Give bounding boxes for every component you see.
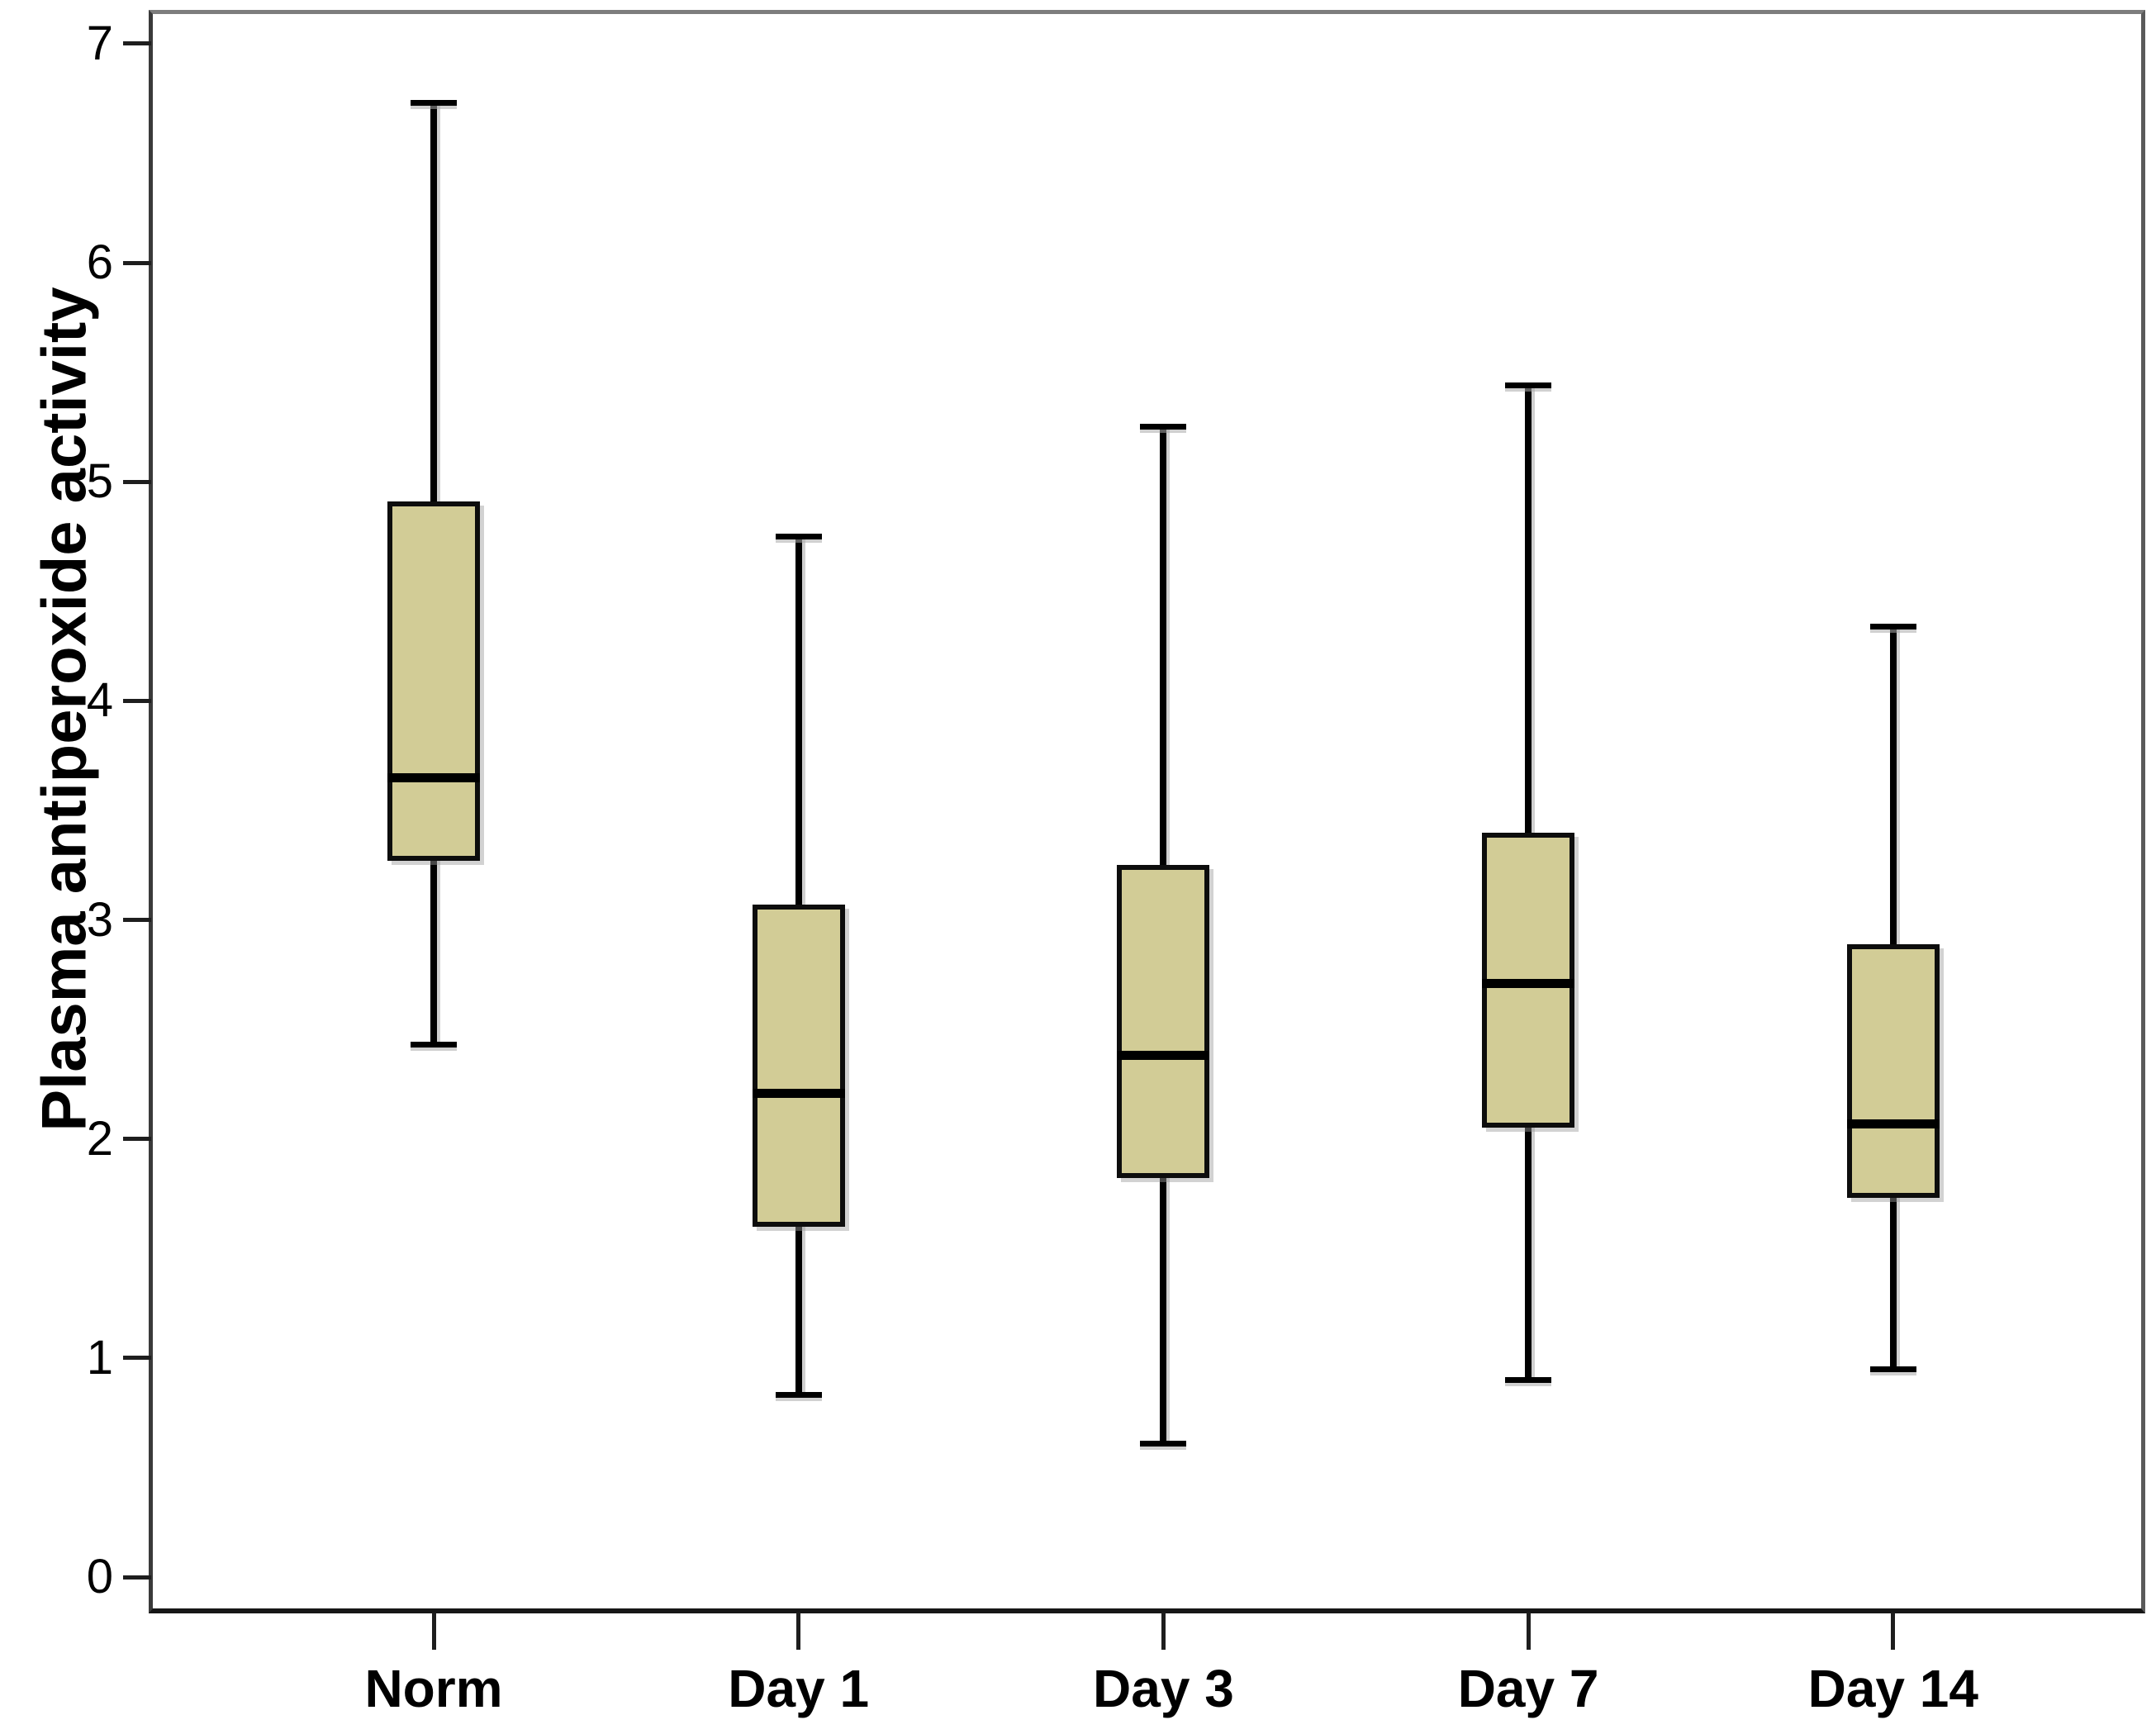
plot-area-frame [149, 10, 2145, 1613]
x-tick-mark [431, 1613, 436, 1650]
y-tick-label: 4 [86, 673, 113, 728]
y-tick-mark [123, 918, 151, 923]
upper-whisker-cap [775, 534, 822, 540]
lower-whisker-cap [1140, 1440, 1187, 1447]
y-tick-mark [123, 41, 151, 46]
y-tick-label: 5 [86, 454, 113, 509]
y-tick-mark [123, 698, 151, 703]
median-line [1117, 1051, 1210, 1061]
upper-whisker-cap [1140, 424, 1187, 430]
iqr-box [752, 905, 845, 1227]
median-line [387, 772, 480, 782]
y-tick-label: 7 [86, 16, 113, 70]
y-tick-mark [123, 1575, 151, 1580]
y-tick-label: 2 [86, 1111, 113, 1166]
upper-whisker-cap [411, 100, 457, 107]
lower-whisker-cap [1869, 1366, 1916, 1372]
median-line [1846, 1119, 1940, 1128]
lower-whisker-cap [775, 1392, 822, 1399]
lower-whisker-cap [1505, 1376, 1552, 1383]
lower-whisker-cap [411, 1042, 457, 1048]
y-tick-label: 6 [86, 235, 113, 290]
y-tick-mark [123, 479, 151, 484]
median-line [752, 1088, 845, 1098]
y-tick-mark [123, 260, 151, 265]
y-tick-mark [123, 1137, 151, 1142]
x-category-label: Norm [364, 1659, 503, 1718]
x-category-label: Day 3 [1093, 1659, 1234, 1718]
y-tick-label: 3 [86, 892, 113, 947]
x-category-label: Day 14 [1807, 1659, 1978, 1718]
upper-whisker-cap [1505, 382, 1552, 389]
median-line [1482, 978, 1575, 988]
y-tick-label: 1 [86, 1330, 113, 1385]
x-tick-mark [1161, 1613, 1166, 1650]
upper-whisker-cap [1869, 623, 1916, 629]
x-category-label: Day 1 [728, 1659, 870, 1718]
y-tick-mark [123, 1356, 151, 1361]
iqr-box [1846, 943, 1940, 1199]
x-category-label: Day 7 [1457, 1659, 1599, 1718]
x-tick-mark [1526, 1613, 1531, 1650]
x-tick-mark [1891, 1613, 1896, 1650]
y-tick-label: 0 [86, 1550, 113, 1603]
iqr-box [1117, 865, 1210, 1179]
iqr-box [387, 501, 480, 861]
x-tick-mark [796, 1613, 801, 1650]
